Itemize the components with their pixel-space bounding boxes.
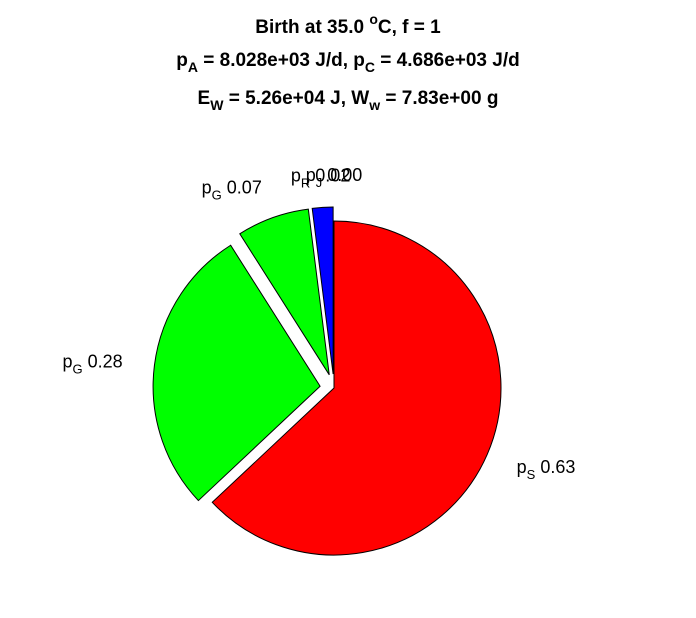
title-line-1-part-2: o bbox=[369, 11, 378, 27]
title-line-3-part-5: = 7.83e+00 g bbox=[380, 88, 498, 109]
slice-label-2: pG 0.28 bbox=[62, 351, 122, 376]
title-line-1-part-3: C, f = 1 bbox=[378, 17, 441, 38]
pie-slices bbox=[152, 206, 502, 556]
title-line-1-part-1: Birth at 35.0 bbox=[255, 17, 369, 38]
title-line-3: EW = 5.26e+04 J, Ww = 7.83e+00 g bbox=[198, 88, 499, 113]
title-line-3-part-2: W bbox=[210, 97, 224, 113]
slice-label-3: pG 0.07 bbox=[202, 178, 262, 203]
slice-label-4: pR 0.02 bbox=[291, 165, 350, 190]
pie-slice-3 bbox=[239, 208, 330, 376]
title-line-2-part-3: = 8.028e+03 J/d, p bbox=[198, 50, 365, 71]
title-line-3-part-1: E bbox=[198, 88, 211, 109]
title-line-3-part-4: w bbox=[368, 97, 380, 113]
chart-title: Birth at 35.0 oC, f = 1 pA = 8.028e+03 J/… bbox=[176, 11, 519, 113]
pie-slice-1 bbox=[211, 220, 502, 556]
title-line-1: Birth at 35.0 oC, f = 1 bbox=[255, 11, 441, 38]
pie-slice-2 bbox=[152, 244, 321, 502]
pie-slice-4 bbox=[311, 206, 334, 375]
title-line-2-part-1: p bbox=[176, 50, 188, 71]
title-line-2: pA = 8.028e+03 J/d, pC = 4.686e+03 J/d bbox=[176, 50, 519, 75]
slice-label-5: pJ 0.00 bbox=[306, 165, 363, 190]
title-line-2-part-5: = 4.686e+03 J/d bbox=[375, 50, 520, 71]
slice-label-1: pS 0.63 bbox=[517, 457, 576, 482]
title-line-2-part-4: C bbox=[365, 59, 375, 75]
title-line-2-part-2: A bbox=[188, 59, 198, 75]
title-line-3-part-3: = 5.26e+04 J, W bbox=[223, 88, 369, 109]
